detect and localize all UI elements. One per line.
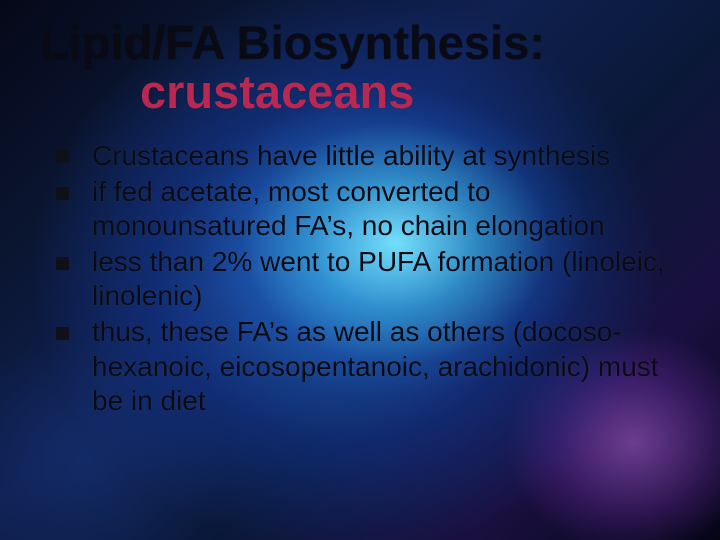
slide-title: Lipid/FA Biosynthesis: crustaceans	[40, 18, 680, 117]
title-line-1: Lipid/FA Biosynthesis:	[40, 18, 680, 67]
bullet-item: Crustaceans have little ability at synth…	[48, 139, 680, 173]
bullet-item: if fed acetate, most converted to monoun…	[48, 175, 680, 243]
bullet-item: less than 2% went to PUFA formation (lin…	[48, 245, 680, 313]
bullet-text: Crustaceans have little ability at synth…	[92, 140, 610, 171]
title-line-2: crustaceans	[40, 67, 680, 116]
slide-container: Lipid/FA Biosynthesis: crustaceans Crust…	[0, 0, 720, 540]
bullet-text: thus, these FA’s as well as others (doco…	[92, 316, 659, 415]
bullet-list: Crustaceans have little ability at synth…	[40, 139, 680, 420]
bullet-item: thus, these FA’s as well as others (doco…	[48, 315, 680, 417]
bullet-text: if fed acetate, most converted to monoun…	[92, 176, 605, 241]
bullet-text: less than 2% went to PUFA formation (lin…	[92, 246, 665, 311]
